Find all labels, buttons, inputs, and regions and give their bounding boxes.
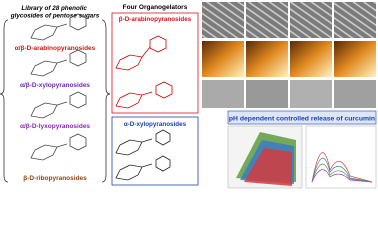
sem-image <box>246 2 288 38</box>
brace-left <box>0 19 9 183</box>
gel-photo <box>246 80 288 108</box>
group-label: α-D-xylopyranosides <box>124 121 187 128</box>
plot-3d <box>227 125 303 189</box>
release-title: pH dependent controlled release of curcu… <box>229 116 375 123</box>
red-box <box>111 12 199 114</box>
library-title-cont: glycosides of pentose sugars <box>10 13 100 20</box>
sem-image <box>334 2 376 38</box>
sem-image <box>202 2 244 38</box>
afm-image <box>334 41 376 77</box>
afm-image <box>202 41 244 77</box>
structures <box>115 129 171 181</box>
gel-photo <box>202 80 244 108</box>
brace-right <box>101 19 111 183</box>
library-title-line: Library of 28 phenolic glycosides of pen… <box>10 5 100 20</box>
class-label: α/β-D-arabinopyranosides <box>15 45 96 52</box>
library-panel: Library of 28 phenolic glycosides of pen… <box>0 5 111 183</box>
gel-photo <box>334 80 376 108</box>
plot-spectra <box>305 125 377 189</box>
class-label: α/β-D-xylopyranosides <box>20 82 90 89</box>
graphical-abstract: Library of 28 phenolic glycosides of pen… <box>0 2 377 189</box>
micrographs <box>202 2 376 108</box>
class-label: β-D-ribopyranosides <box>23 175 87 182</box>
gelators-title: Four Organogelators <box>123 4 188 11</box>
afm-image <box>290 41 332 77</box>
sem-image <box>290 2 332 38</box>
group-label: β-D-arabinopyranosides <box>119 16 192 23</box>
class-label: α/β-D-lyxopyranosides <box>20 123 90 130</box>
gelators-panel: Four Organogelators β-D-arabinopyranosid… <box>111 4 199 186</box>
release-banner <box>227 110 377 125</box>
structures <box>115 35 173 109</box>
afm-image <box>246 41 288 77</box>
gel-photo <box>290 80 332 108</box>
page: { "library": { "title": "Library of 28 p… <box>0 0 378 189</box>
blue-box <box>111 116 199 186</box>
library-title: Library of 28 phenolic <box>21 5 87 12</box>
structures <box>30 13 87 161</box>
